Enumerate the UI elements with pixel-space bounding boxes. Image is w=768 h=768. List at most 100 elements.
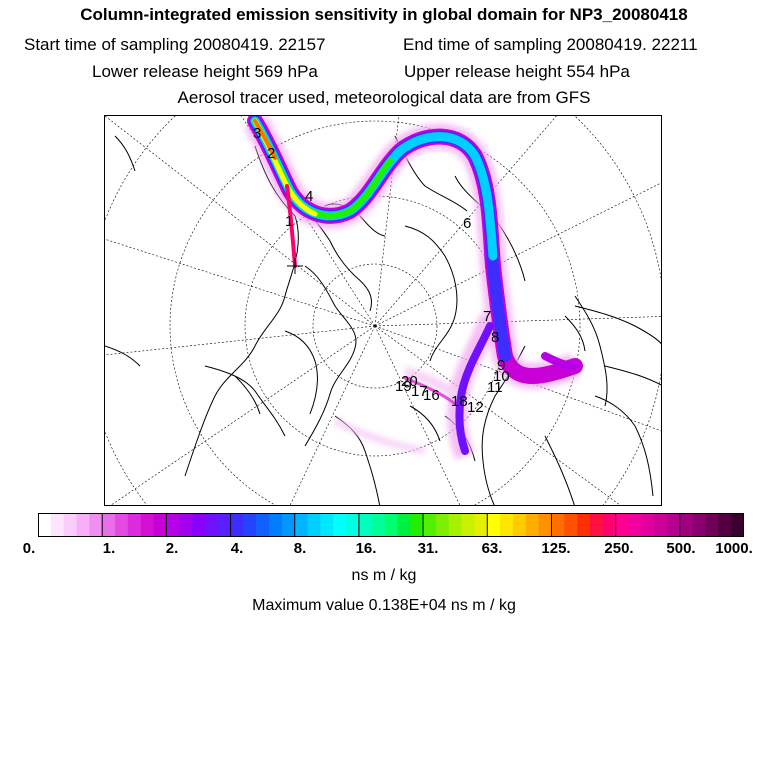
colorbar-swatch [102,513,116,537]
colorbar-swatch [179,513,193,537]
colorbar-swatch [474,513,488,537]
colorbar-swatch [628,513,642,537]
colorbar-swatch [127,513,142,537]
time-label: 8 [491,329,499,346]
colorbar-tick-label: 0. [22,540,36,557]
colorbar-swatch [115,513,129,537]
colorbar-swatch [423,513,437,537]
time-label: 17 [411,383,428,400]
colorbar-swatch [153,513,167,537]
colorbar-swatch [410,513,424,537]
colorbar-swatch [50,513,65,537]
maximum-value-label: Maximum value 0.138E+04 ns m / kg [252,597,516,614]
colorbar-tick-label: 1. [102,540,116,557]
time-label: 18 [451,393,468,410]
colorbar-swatch [692,513,707,537]
colorbar-swatch [38,513,52,537]
colorbar-tick-label: 500. [666,540,696,557]
colorbar-swatch [679,513,694,537]
time-labels: 3 2 4 1 6 7 8 9 10 11 12 16 17 18 19 20 [253,125,510,416]
colorbar-swatch [448,513,463,537]
colorbar-swatch [589,513,604,537]
colorbar-swatch [551,513,565,537]
colorbar-swatch [487,513,501,537]
tracer-note: Aerosol tracer used, meteorological data… [177,88,591,107]
time-label: 9 [497,357,505,374]
colorbar-swatch [538,513,553,537]
time-label: 10 [493,368,510,385]
colorbar-swatch [230,513,244,537]
time-label: 7 [483,308,491,325]
colorbar-tick-label: 16. [355,540,377,557]
colorbar-units: ns m / kg [351,567,417,584]
colorbar-swatch [204,513,219,537]
colorbar-swatch [500,513,514,537]
colorbar-swatch [192,513,206,537]
colorbar [38,513,745,537]
time-label: 6 [463,215,471,232]
time-label: 12 [467,399,484,416]
time-label: 19 [395,378,412,395]
colorbar-swatch [461,513,476,537]
colorbar-swatch [602,513,617,537]
colorbar-tick-label: 1000. [715,540,753,557]
sensitivity-plume [247,116,583,455]
colorbar-swatch [384,513,399,537]
colorbar-swatch [281,513,296,537]
colorbar-swatch [320,513,334,537]
colorbar-swatch [512,513,527,537]
map-panel: 3 2 4 1 6 7 8 9 10 11 12 16 17 18 19 20 [104,115,662,506]
colorbar-swatch [333,513,347,537]
colorbar-swatch [435,513,450,537]
colorbar-swatch [577,513,591,537]
time-label: 11 [487,379,503,396]
colorbar-swatch [564,513,578,537]
colorbar-swatch [256,513,270,537]
start-time-label: Start time of sampling 20080419. 22157 [24,35,326,54]
colorbar-tick-label: 2. [165,540,179,557]
lower-release-label: Lower release height 569 hPa [92,62,318,81]
colorbar-tick-label: 63. [481,540,503,557]
colorbar-swatch [371,513,386,537]
colorbar-swatch [89,513,103,537]
time-label: 20 [401,373,418,390]
colorbar-tick-label: 31. [417,540,439,557]
time-label: 3 [253,125,261,142]
colorbar-tick-label: 250. [604,540,634,557]
colorbar-swatch [654,513,668,537]
colorbar-swatch [705,513,719,537]
colorbar-swatch [243,513,257,537]
colorbar-swatch [641,513,655,537]
plot-title: Column-integrated emission sensitivity i… [80,5,688,24]
upper-release-label: Upper release height 554 hPa [404,62,630,81]
colorbar-tick-label: 8. [293,540,307,557]
colorbar-swatch [525,513,540,537]
time-label: 16 [423,387,440,404]
colorbar-swatch [269,513,283,537]
colorbar-tick-label: 4. [230,540,244,557]
colorbar-swatch [166,513,180,537]
colorbar-swatch [217,513,232,537]
release-point-marker [287,258,303,274]
colorbar-svg [38,513,745,537]
map-svg: 3 2 4 1 6 7 8 9 10 11 12 16 17 18 19 20 [105,116,661,505]
colorbar-swatch [346,513,360,537]
colorbar-swatch [731,513,745,537]
time-label: 4 [305,188,313,205]
colorbar-swatch [140,513,155,537]
colorbar-swatch [615,513,630,537]
end-time-label: End time of sampling 20080419. 22211 [403,35,698,54]
colorbar-border [38,513,744,537]
colorbar-swatch [718,513,732,537]
colorbar-swatch [666,513,681,537]
colorbar-tick-label: 125. [541,540,571,557]
colorbar-swatch [63,513,78,537]
colorbar-swatch [294,513,309,537]
time-label: 2 [267,145,275,162]
colorbar-swatch [76,513,90,537]
sensitivity-halo [243,116,580,460]
time-label: 1 [285,213,293,230]
colorbar-swatch [358,513,373,537]
colorbar-swatch [307,513,321,537]
colorbar-swatch [397,513,411,537]
